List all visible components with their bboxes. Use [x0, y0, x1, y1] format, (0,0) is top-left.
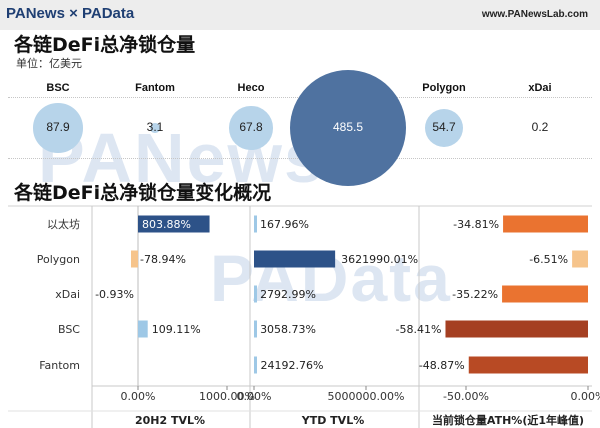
bubble-value-label: 3.1 [146, 120, 164, 134]
bar-value-label: 2792.99% [260, 288, 316, 301]
bar [138, 320, 148, 338]
bar-value-label: -6.51% [529, 253, 568, 266]
bar-category-label: Polygon [37, 253, 80, 266]
bubble-value-label: 485.5 [332, 120, 364, 134]
x-axis-title: 当前锁仓量ATH%(近1年峰值) [432, 413, 584, 427]
bar-category-label: 以太坊 [47, 217, 80, 231]
bar-value-label: -0.93% [95, 288, 134, 301]
bar-value-label: 109.11% [152, 323, 201, 336]
bar [138, 215, 210, 233]
bar-value-label: -48.87% [419, 359, 465, 372]
bar-value-label: 803.88% [142, 218, 191, 231]
bar-value-label: -58.41% [396, 323, 442, 336]
brand-banner: PANews × PAData www.PANewsLab.com [0, 0, 600, 30]
bubble [150, 123, 160, 133]
bubble [424, 108, 464, 148]
bar-category-label: xDai [55, 288, 80, 301]
bar [445, 320, 588, 338]
bubble-category-label: Polygon [422, 82, 466, 94]
bar-category-label: Fantom [39, 359, 80, 372]
brand-logo: PANews × PAData [6, 5, 135, 22]
bar-value-label: 3621990.01% [341, 253, 418, 266]
x-axis-tick-label: 1000.00% [199, 390, 255, 403]
bar-value-label: -34.81% [453, 218, 499, 231]
x-axis-title: YTD TVL% [301, 414, 364, 427]
bubble-value-label: 87.9 [46, 120, 70, 134]
bubble-value-label: 0.2 [531, 120, 549, 134]
bar [468, 356, 588, 374]
bar [254, 320, 257, 338]
x-axis-tick-label: 0.00% [237, 390, 272, 403]
bubble-category-label: BSC [46, 82, 70, 94]
bubble-chart-unit: 单位：亿美元 [16, 57, 82, 70]
bubble [33, 103, 83, 153]
x-axis-tick-label: 0.00% [571, 390, 600, 403]
bubble-value-label: 67.8 [239, 120, 263, 134]
x-axis-tick-label: 0.00% [121, 390, 156, 403]
x-axis-tick-label: 5000000.00% [328, 390, 405, 403]
bar [502, 285, 588, 303]
bubble-chart-title: 各链DeFi总净锁仓量 [14, 34, 196, 56]
bar-category-label: BSC [58, 323, 80, 336]
bar [130, 250, 138, 268]
bar [254, 356, 257, 374]
bar-value-label: 24192.76% [261, 359, 324, 372]
bar-value-label: 167.96% [260, 218, 309, 231]
bar-value-label: -78.94% [140, 253, 186, 266]
bubble [290, 70, 406, 186]
bar-value-label: 3058.73% [260, 323, 316, 336]
bubble-category-label: Fantom [135, 82, 175, 94]
bar [254, 285, 257, 303]
bar-chart-title: 各链DeFi总净锁仓量变化概况 [14, 182, 272, 204]
bubble-category-label: Heco [237, 82, 265, 94]
bubble-value-label: 54.7 [432, 120, 456, 134]
bubble [229, 106, 273, 150]
bar [254, 250, 336, 268]
bar [254, 215, 257, 233]
bar-value-label: -35.22% [452, 288, 498, 301]
bar [572, 250, 588, 268]
brand-url: www.PANewsLab.com [481, 9, 588, 20]
bar [503, 215, 588, 233]
x-axis-tick-label: -50.00% [443, 390, 489, 403]
bubble-category-label: xDai [528, 82, 552, 94]
x-axis-title: 20H2 TVL% [135, 414, 205, 427]
